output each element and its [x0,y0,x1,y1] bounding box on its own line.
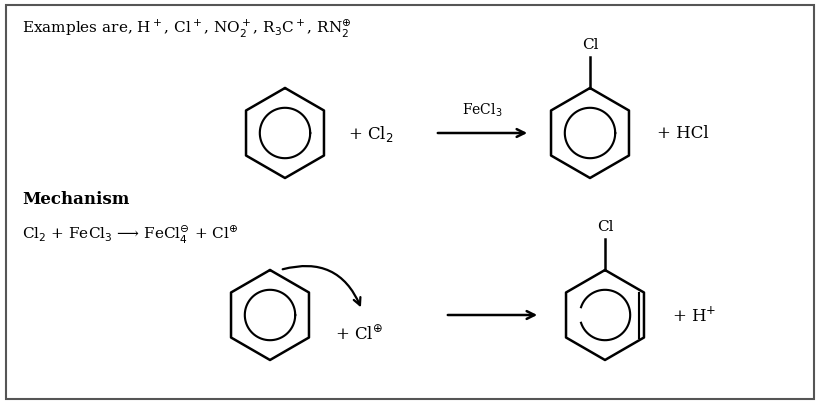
Text: FeCl$_3$: FeCl$_3$ [462,101,502,119]
Text: Cl: Cl [596,220,613,233]
Text: + HCl: + HCl [656,125,708,142]
Text: Mechanism: Mechanism [22,190,129,207]
Text: + Cl$_2$: + Cl$_2$ [347,124,393,144]
Text: + Cl$^{\oplus}$: + Cl$^{\oplus}$ [335,325,382,344]
Text: Examples are, H$^+$, Cl$^+$, NO$_2^+$, R$_3$C$^+$, RN$_2^{\oplus}$: Examples are, H$^+$, Cl$^+$, NO$_2^+$, R… [22,18,351,40]
Text: Cl: Cl [581,38,598,52]
Text: Cl$_2$ + FeCl$_3$ ⟶ FeCl$_4^{\ominus}$ + Cl$^{\oplus}$: Cl$_2$ + FeCl$_3$ ⟶ FeCl$_4^{\ominus}$ +… [22,224,238,245]
Text: + H$^{+}$: + H$^{+}$ [672,306,716,325]
